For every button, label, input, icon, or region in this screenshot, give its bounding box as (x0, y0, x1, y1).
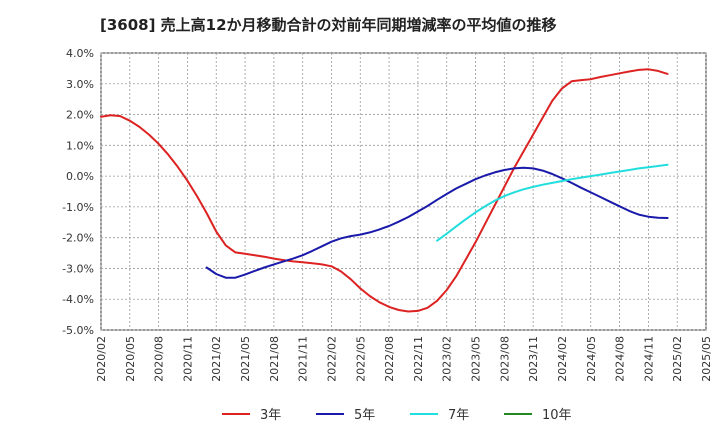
x-tick-label: 2020/05 (124, 336, 137, 382)
x-tick-label: 2024/05 (585, 336, 598, 382)
chart-title: [3608] 売上高12か月移動合計の対前年同期増減率の平均値の推移 (100, 16, 557, 34)
y-tick-label: -4.0% (62, 293, 94, 306)
series-line-1 (100, 68, 669, 313)
x-tick-label: 2023/05 (470, 336, 483, 382)
x-tick-label: 2025/05 (700, 336, 713, 382)
grid (100, 52, 707, 331)
plot-area (100, 52, 707, 331)
legend-label: 3年 (260, 408, 281, 423)
series-lines (100, 68, 669, 313)
x-tick-label: 2023/08 (498, 336, 511, 382)
legend-label: 7年 (448, 408, 469, 423)
x-tick-label: 2025/02 (671, 336, 684, 382)
x-tick-label: 2020/11 (181, 336, 194, 382)
series-line-3 (436, 163, 669, 242)
y-tick-label: 3.0% (66, 78, 94, 91)
x-tick-label: 2021/08 (268, 336, 281, 382)
x-tick-label: 2021/02 (210, 336, 223, 382)
y-tick-label: -5.0% (62, 324, 94, 337)
y-tick-label: 0.0% (66, 170, 94, 183)
x-tick-label: 2022/11 (412, 336, 425, 382)
x-axis-ticks: 2020/02 2020/05 2020/08 2020/11 2021/02 2021/… (95, 336, 713, 382)
y-tick-label: -2.0% (62, 232, 94, 245)
y-tick-label: 4.0% (66, 47, 94, 60)
y-tick-label: -1.0% (62, 201, 94, 214)
x-tick-label: 2022/02 (325, 336, 338, 382)
plot-frame (100, 52, 707, 331)
x-tick-label: 2021/05 (239, 336, 252, 382)
y-tick-label: -3.0% (62, 262, 94, 275)
legend-label: 10年 (542, 408, 572, 423)
x-tick-label: 2021/11 (297, 336, 310, 382)
x-tick-label: 2022/08 (383, 336, 396, 382)
x-tick-label: 2023/11 (527, 336, 540, 382)
x-tick-label: 2020/08 (153, 336, 166, 382)
x-tick-label: 2020/02 (95, 336, 108, 382)
x-tick-label: 2023/02 (441, 336, 454, 382)
y-axis-ticks: 4.0% 3.0% 2.0% 1.0% 0.0% -1.0% -2.0% -3.0% -4.0%… (62, 47, 94, 337)
legend-label: 5年 (354, 408, 375, 423)
y-tick-label: 1.0% (66, 139, 94, 152)
x-tick-label: 2024/11 (642, 336, 655, 382)
x-tick-label: 2022/05 (354, 336, 367, 382)
y-tick-label: 2.0% (66, 109, 94, 122)
x-tick-label: 2024/02 (556, 336, 569, 382)
x-tick-label: 2024/08 (614, 336, 627, 382)
series-line-2 (205, 166, 669, 279)
legend: 3年 5年 7年 10年 (222, 408, 572, 423)
